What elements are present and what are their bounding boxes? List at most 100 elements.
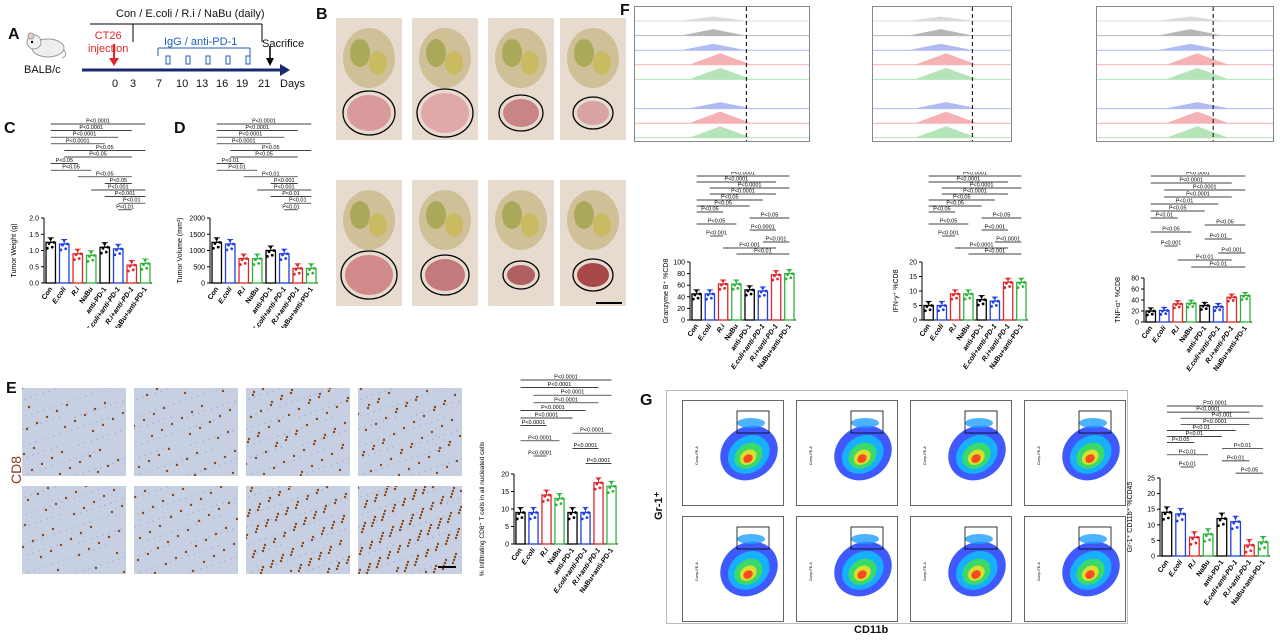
data-point xyxy=(1237,520,1241,524)
data-point xyxy=(1203,301,1207,305)
category-label: R.i xyxy=(1171,324,1182,336)
bar xyxy=(1202,533,1214,557)
bar xyxy=(1212,305,1224,323)
days-label: Days xyxy=(280,78,306,90)
p-value-label: P<0.0001 xyxy=(232,138,256,144)
category-label: R.i xyxy=(1187,558,1198,570)
y-axis-title: Gr-1⁺ CD11b⁺ %CD45 xyxy=(1127,482,1134,553)
p-value-label: P<0.0001 xyxy=(535,413,559,419)
data-point xyxy=(528,517,532,521)
p-value-label: P<0.0001 xyxy=(252,119,276,125)
cd8-infiltration-chart: 0 5 10 15 20 % Infiltrating CD8⁺ T cells in a… xyxy=(479,375,618,595)
data-point xyxy=(515,517,519,521)
data-point xyxy=(556,498,560,502)
data-point xyxy=(309,263,313,267)
data-point xyxy=(79,252,83,256)
category-label: R.i xyxy=(71,285,82,297)
p-value-label: P<0.0001 xyxy=(963,172,987,177)
tumor-photo xyxy=(412,18,478,140)
p-value-label: P<0.05 xyxy=(1162,227,1180,233)
data-point xyxy=(952,293,955,297)
histogram-trace xyxy=(873,126,1011,139)
p-value-label: P<0.05 xyxy=(940,219,958,225)
y-tick-label: 40 xyxy=(677,294,685,301)
p-value-label: P<0.0001 xyxy=(73,132,97,138)
data-point xyxy=(1191,305,1195,308)
data-point xyxy=(1223,517,1227,520)
data-point xyxy=(938,305,942,308)
dot-plot: Comp-PE-A xyxy=(682,516,784,622)
data-point xyxy=(587,511,590,514)
data-point xyxy=(1162,306,1166,310)
data-point xyxy=(980,295,983,298)
data-point xyxy=(774,270,778,273)
y-tick-label: 80 xyxy=(677,271,685,278)
p-value-label: P<0.01 xyxy=(221,158,239,164)
antibody-label: IgG / anti-PD-1 xyxy=(164,36,238,48)
ihc-image xyxy=(244,484,351,575)
data-point xyxy=(77,257,81,260)
p-value-label: P<0.0001 xyxy=(725,177,749,183)
data-point xyxy=(520,516,524,519)
p-value-label: P<0.05 xyxy=(109,178,127,184)
histogram-trace xyxy=(1097,29,1273,37)
p-value-label: P<0.001 xyxy=(1221,248,1242,254)
histogram-trace xyxy=(873,43,1011,51)
data-point xyxy=(708,289,712,293)
svg-text:Comp-PE-A: Comp-PE-A xyxy=(923,562,927,581)
p-value-label: P<0.01 xyxy=(1192,425,1210,431)
data-point xyxy=(559,502,563,505)
y-tick-label: 5 xyxy=(505,524,509,531)
gate-box xyxy=(1078,410,1112,434)
bar xyxy=(1158,309,1170,323)
histogram-trace xyxy=(1097,67,1273,80)
data-point xyxy=(1192,301,1196,305)
data-point xyxy=(88,255,91,258)
data-point xyxy=(613,484,616,488)
ihc-image xyxy=(132,387,238,477)
bar xyxy=(770,274,782,321)
data-point xyxy=(218,240,222,244)
day-tick-label: 7 xyxy=(156,78,163,90)
bar xyxy=(1239,294,1251,323)
y-tick-label: 1.5 xyxy=(29,232,39,239)
p-value-label: P<0.0001 xyxy=(1179,178,1203,184)
category-label: E.coli xyxy=(51,285,68,305)
bar xyxy=(238,257,250,284)
data-point xyxy=(1263,546,1267,550)
data-point xyxy=(282,248,286,252)
data-point xyxy=(243,261,247,265)
data-point xyxy=(115,248,118,252)
p-value-label: P<0.0001 xyxy=(957,177,981,183)
data-point xyxy=(50,245,54,249)
p-value-label: P<0.0001 xyxy=(1196,407,1220,413)
p-value-label: P<0.05 xyxy=(721,195,739,201)
panel-f-letter: F xyxy=(620,2,630,19)
tumor-photo xyxy=(412,180,478,306)
data-point xyxy=(738,282,741,286)
p-value-label: P<0.05 xyxy=(1169,206,1187,212)
y-tick-label: 0 xyxy=(913,318,917,325)
ihc-image xyxy=(20,386,126,476)
p-value-label: P<0.001 xyxy=(766,237,787,243)
gate-box xyxy=(736,410,770,434)
data-point xyxy=(1209,532,1213,536)
data-point xyxy=(1240,298,1244,302)
data-point xyxy=(1233,295,1237,299)
data-point xyxy=(1246,294,1250,297)
data-point xyxy=(600,481,603,485)
data-point xyxy=(930,304,934,307)
data-point xyxy=(285,252,289,256)
data-point xyxy=(543,494,547,498)
svg-text:Comp-PE-A: Comp-PE-A xyxy=(923,446,927,465)
data-point xyxy=(1249,549,1253,553)
data-point xyxy=(593,487,597,491)
data-point xyxy=(965,293,969,297)
data-point xyxy=(1194,541,1198,545)
y-tick-label: 60 xyxy=(1131,287,1139,294)
y-tick-label: 20 xyxy=(1147,491,1155,498)
p-value-label: P<0.001 xyxy=(274,185,295,191)
data-point xyxy=(128,264,132,268)
p-value-label: P<0.0001 xyxy=(574,443,598,449)
p-value-label: P<0.0001 xyxy=(554,375,578,381)
